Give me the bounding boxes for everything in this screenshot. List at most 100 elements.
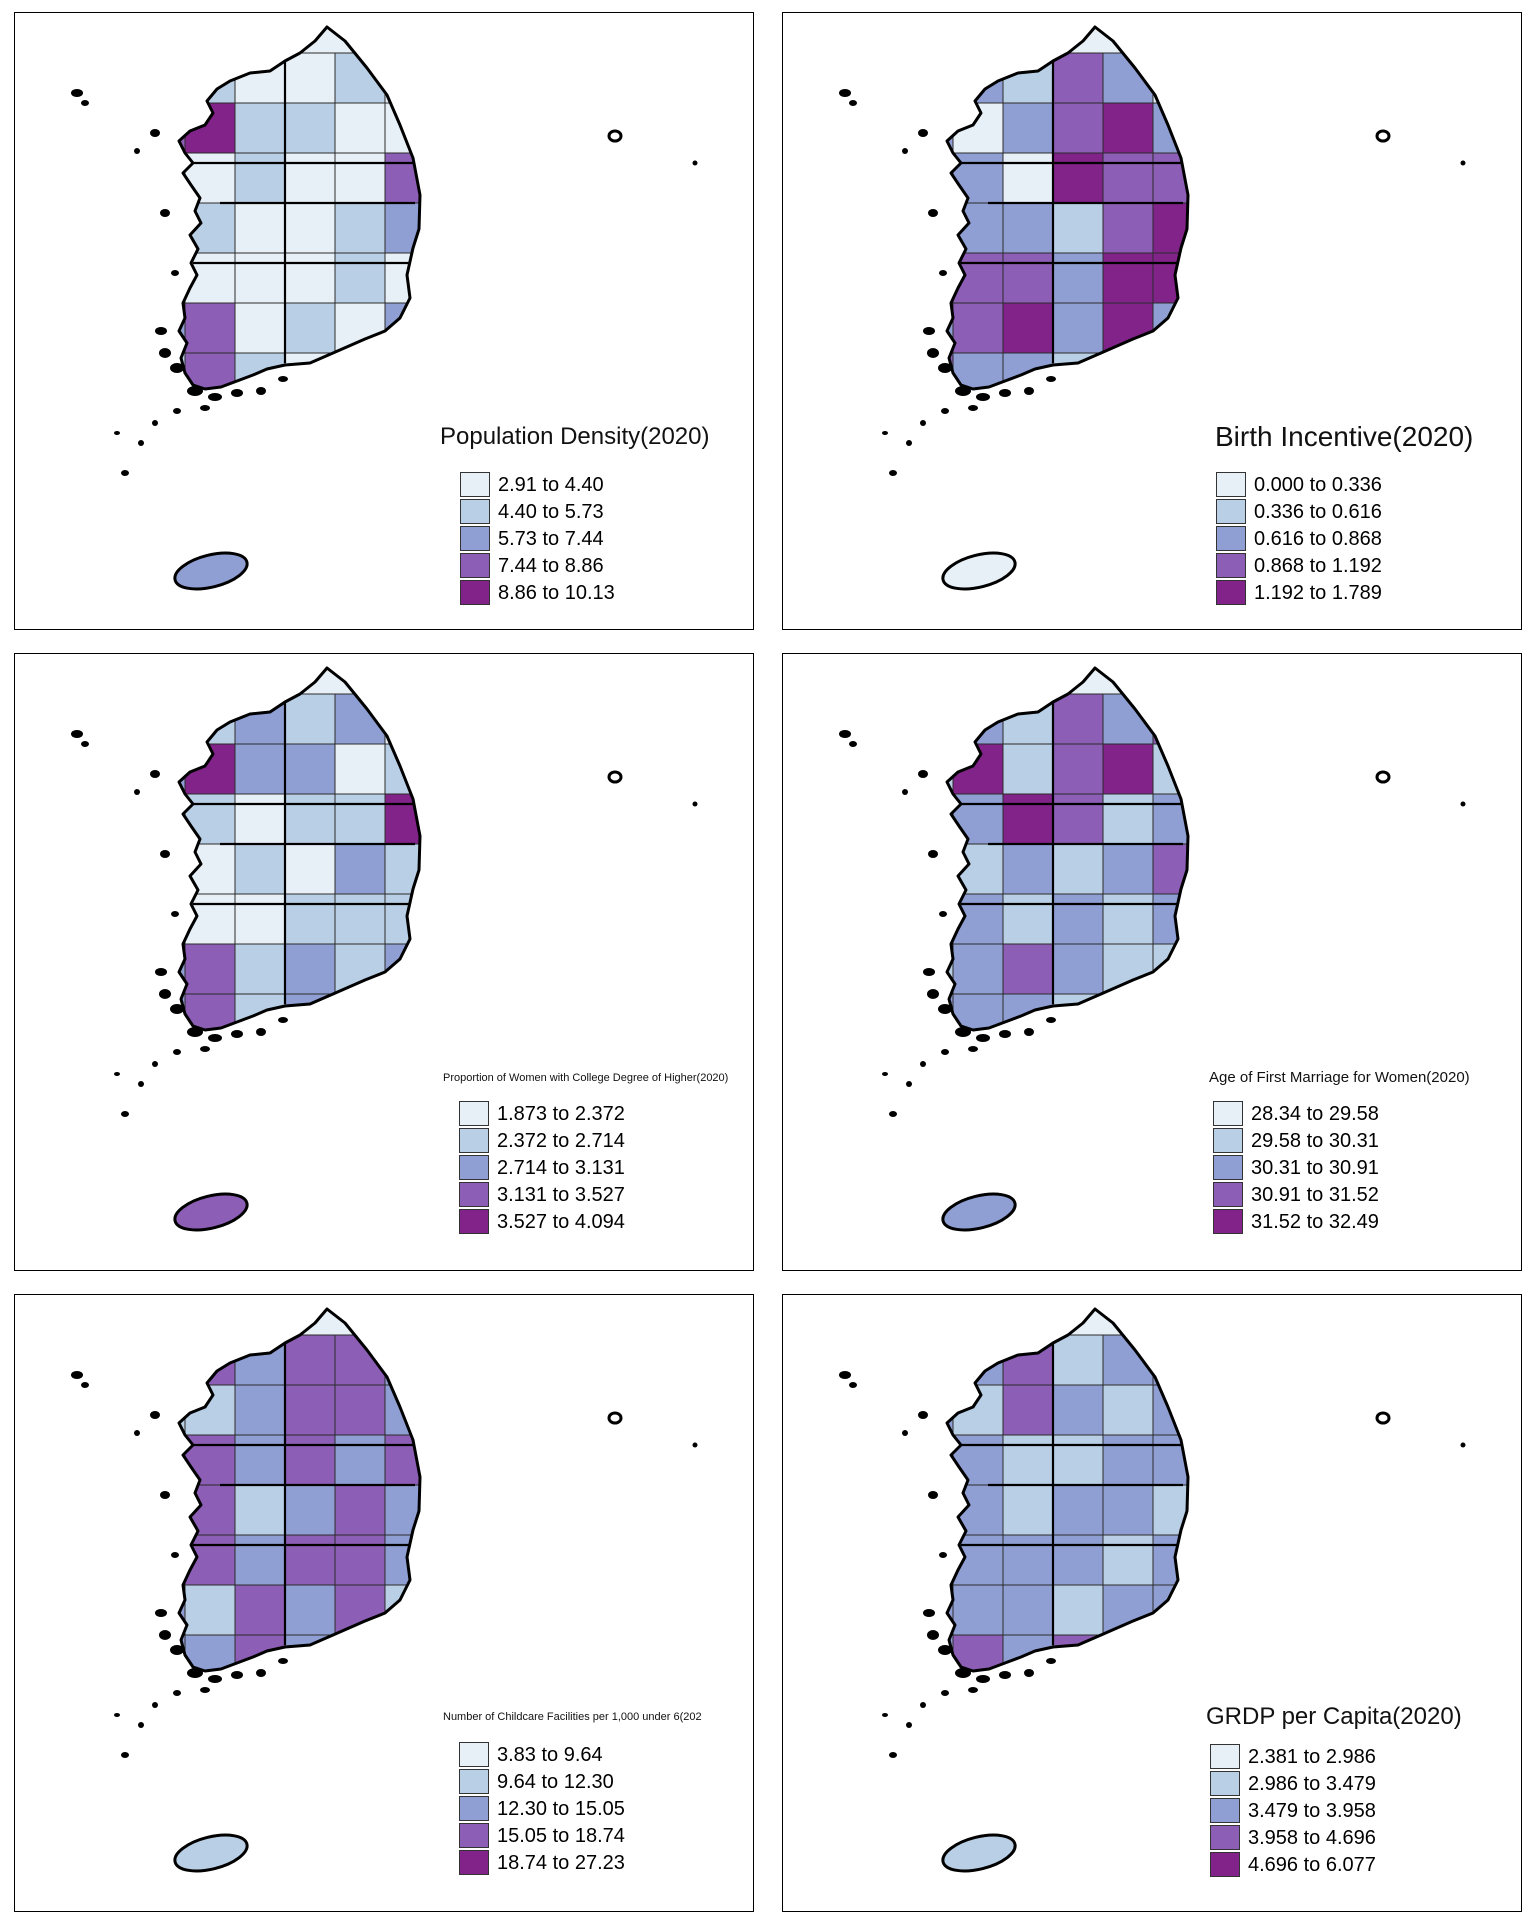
region-polygon xyxy=(1052,152,1104,204)
region-polygon xyxy=(1052,302,1104,354)
small-island xyxy=(941,1049,949,1055)
legend-label: 7.44 to 8.86 xyxy=(498,554,604,577)
small-island xyxy=(923,1609,935,1617)
small-island xyxy=(968,1687,978,1693)
small-island xyxy=(171,270,179,276)
region-polygon xyxy=(1102,102,1154,154)
choropleth-map xyxy=(71,1307,698,1873)
region-polygon xyxy=(384,943,420,995)
legend-label: 30.91 to 31.52 xyxy=(1251,1183,1379,1206)
legend-item: 31.52 to 32.49 xyxy=(1213,1208,1379,1235)
region-polygon xyxy=(234,52,286,104)
region-polygon xyxy=(1002,302,1054,354)
region-polygon xyxy=(952,1584,1004,1636)
region-polygon xyxy=(179,793,186,845)
region-polygon xyxy=(1052,1634,1104,1671)
small-island xyxy=(160,850,170,858)
small-island xyxy=(889,470,897,476)
small-island xyxy=(171,1552,179,1558)
small-island xyxy=(81,100,89,106)
region-polygon xyxy=(184,302,236,354)
map-panel-birth-incentive: Birth Incentive(2020) 0.000 to 0.336 0.33… xyxy=(782,12,1522,630)
legend-label: 18.74 to 27.23 xyxy=(497,1851,625,1874)
region-polygon xyxy=(179,743,186,795)
small-island xyxy=(906,1722,912,1728)
region-polygon xyxy=(1052,52,1104,104)
map-panel-childcare-facilities: Number of Childcare Facilities per 1,000… xyxy=(14,1294,754,1912)
legend-label: 15.05 to 18.74 xyxy=(497,1824,625,1847)
region-polygon xyxy=(947,152,954,204)
small-island xyxy=(902,148,908,154)
region-polygon xyxy=(334,152,386,204)
region-polygon xyxy=(384,1484,420,1536)
small-island xyxy=(902,789,908,795)
region-group xyxy=(947,27,1188,389)
legend-label: 2.714 to 3.131 xyxy=(497,1156,625,1179)
region-polygon xyxy=(334,943,386,995)
region-polygon xyxy=(947,993,954,1030)
region-polygon xyxy=(1152,943,1188,995)
small-island xyxy=(114,1713,120,1717)
legend-item: 30.31 to 30.91 xyxy=(1213,1154,1379,1181)
legend-items: 3.83 to 9.64 9.64 to 12.30 12.30 to 15.05 1… xyxy=(459,1741,625,1876)
small-island xyxy=(121,1111,129,1117)
region-polygon xyxy=(952,943,1004,995)
legend-swatch xyxy=(459,1128,489,1153)
region-polygon xyxy=(1152,1584,1188,1636)
small-island xyxy=(159,348,171,358)
map-panel-grdp-per-capita: GRDP per Capita(2020) 2.381 to 2.986 2.98… xyxy=(782,1294,1522,1912)
region-polygon xyxy=(1102,943,1154,995)
legend-label: 4.40 to 5.73 xyxy=(498,500,604,523)
region-polygon xyxy=(334,1534,386,1586)
small-island xyxy=(231,1030,243,1038)
legend-label: 2.91 to 4.40 xyxy=(498,473,604,496)
region-polygon xyxy=(1102,302,1154,354)
small-island xyxy=(170,363,184,373)
legend-label: 2.381 to 2.986 xyxy=(1248,1745,1376,1768)
region-polygon xyxy=(334,893,386,945)
jeju-island xyxy=(173,551,249,591)
small-island xyxy=(134,1430,140,1436)
region-polygon xyxy=(952,202,1004,254)
small-island xyxy=(231,389,243,397)
small-island xyxy=(173,408,181,414)
legend-title: GRDP per Capita(2020) xyxy=(1206,1703,1462,1730)
legend-title: Number of Childcare Facilities per 1,000… xyxy=(443,1711,702,1723)
legend-swatch xyxy=(459,1850,489,1875)
small-island xyxy=(1024,1028,1034,1036)
region-polygon xyxy=(1052,252,1104,304)
legend-swatch xyxy=(459,1742,489,1767)
legend-item: 1.873 to 2.372 xyxy=(459,1100,625,1127)
legend-item: 9.64 to 12.30 xyxy=(459,1768,625,1795)
legend-item: 7.44 to 8.86 xyxy=(460,552,615,579)
ulleungdo-island xyxy=(607,770,623,784)
region-polygon xyxy=(952,1384,1004,1436)
region-polygon xyxy=(947,102,954,154)
region-polygon xyxy=(384,302,420,354)
small-island xyxy=(999,389,1011,397)
legend-item: 2.714 to 3.131 xyxy=(459,1154,625,1181)
region-polygon xyxy=(1002,1334,1054,1386)
legend-label: 29.58 to 30.31 xyxy=(1251,1129,1379,1152)
small-island xyxy=(906,440,912,446)
region-polygon xyxy=(284,693,336,745)
legend-swatch xyxy=(459,1823,489,1848)
region-polygon xyxy=(179,1534,186,1586)
small-island xyxy=(918,770,928,778)
region-polygon xyxy=(384,1434,420,1486)
legend-item: 29.58 to 30.31 xyxy=(1213,1127,1379,1154)
legend-swatch xyxy=(460,553,490,578)
region-polygon xyxy=(1002,1584,1054,1636)
legend-label: 3.958 to 4.696 xyxy=(1248,1826,1376,1849)
small-island xyxy=(173,1690,181,1696)
region-polygon xyxy=(1152,843,1188,895)
region-polygon xyxy=(1102,1434,1154,1486)
region-polygon xyxy=(234,693,286,745)
small-island xyxy=(256,387,266,395)
small-island xyxy=(114,1072,120,1076)
region-polygon xyxy=(1102,843,1154,895)
small-island xyxy=(923,327,935,335)
region-polygon xyxy=(284,893,336,945)
region-polygon xyxy=(284,1584,336,1636)
region-polygon xyxy=(234,843,286,895)
